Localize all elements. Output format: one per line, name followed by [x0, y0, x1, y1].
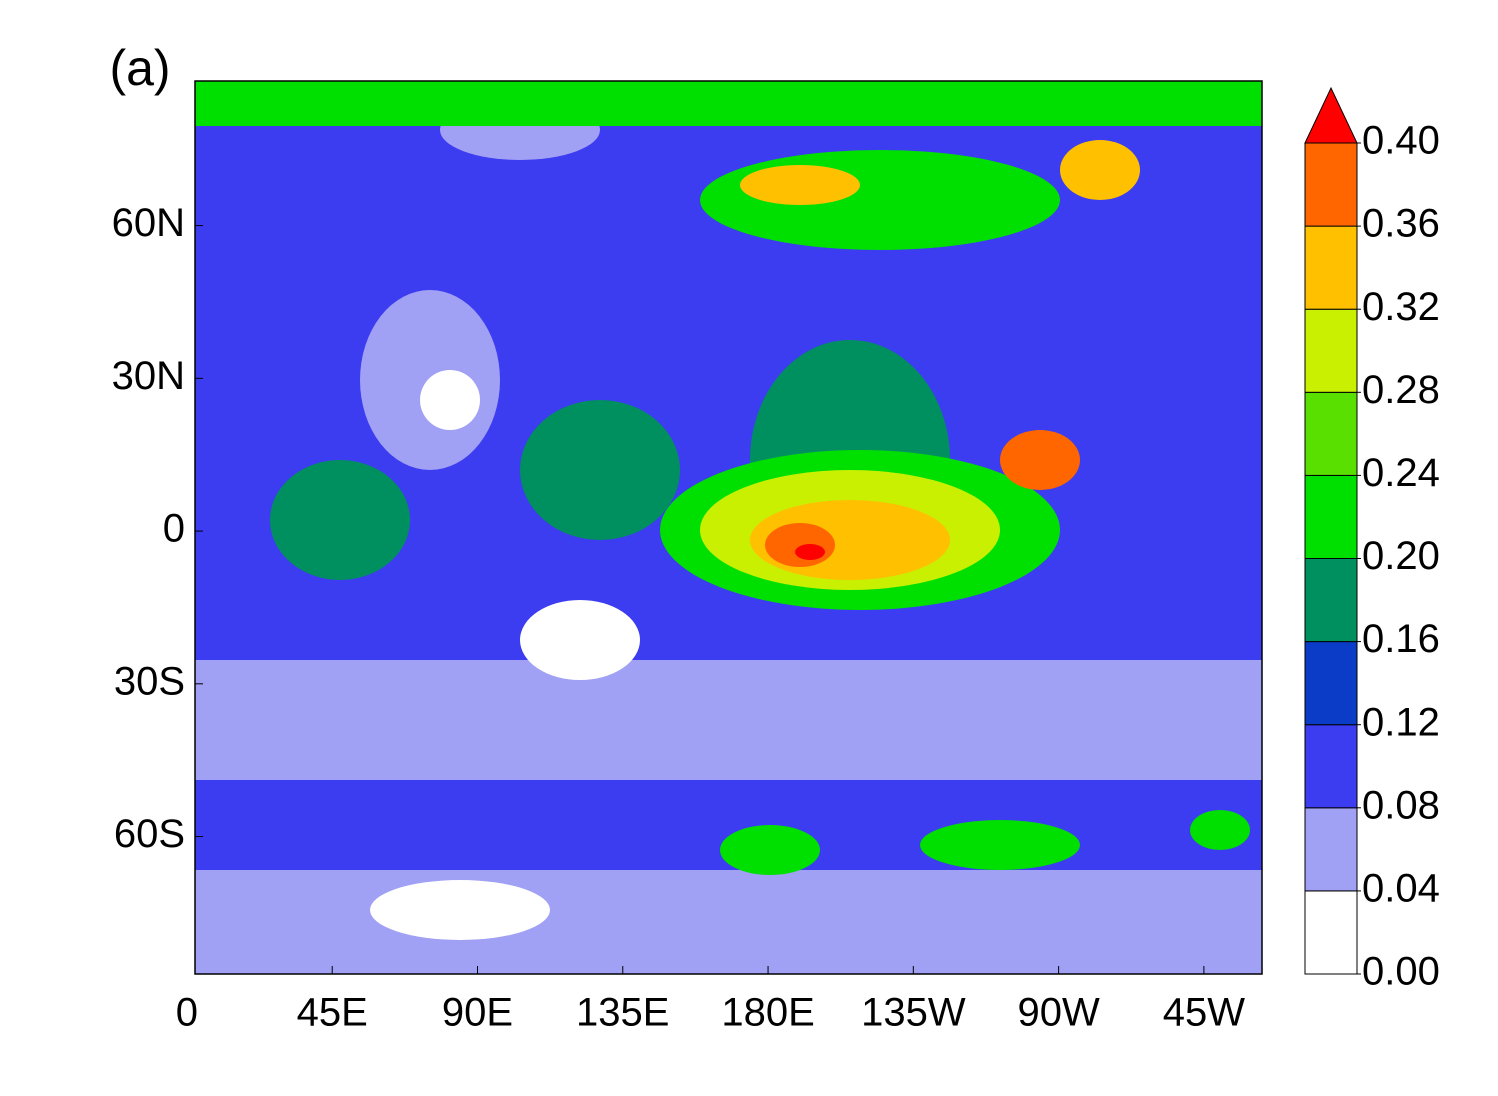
colorbar-tick-label: 0.20 [1362, 534, 1440, 578]
contour-field [195, 81, 1262, 974]
colorbar-tick-label: 0.00 [1362, 950, 1440, 994]
x-tick-label: 135E [576, 991, 669, 1035]
y-tick-label: 60S [114, 812, 185, 856]
x-tick-label: 90W [1017, 991, 1099, 1035]
colorbar-tick-label: 0.32 [1362, 285, 1440, 329]
colorbar-segment [1304, 724, 1358, 809]
x-tick-label: 90E [442, 991, 513, 1035]
colorbar-segment [1304, 474, 1358, 559]
colorbar-segment [1304, 308, 1358, 393]
colorbar-tick-label: 0.08 [1362, 783, 1440, 827]
colorbar-segment [1304, 142, 1358, 227]
colorbar-segment [1304, 558, 1358, 643]
colorbar-tick-label: 0.16 [1362, 617, 1440, 661]
colorbar-tick-label: 0.24 [1362, 451, 1440, 495]
x-tick-label: 0 [176, 991, 198, 1035]
colorbar-tick-label: 0.12 [1362, 700, 1440, 744]
x-tick-label: 45W [1163, 991, 1245, 1035]
colorbar-tick-label: 0.36 [1362, 202, 1440, 246]
x-tick-label: 180E [721, 991, 814, 1035]
y-tick-label: 30N [112, 354, 185, 398]
plot-frame [194, 80, 1263, 975]
x-tick-label: 45E [297, 991, 368, 1035]
colorbar-extension [1304, 86, 1358, 144]
y-tick-label: 60N [112, 201, 185, 245]
colorbar-segment [1304, 391, 1358, 476]
colorbar-segment [1304, 890, 1358, 975]
colorbar-segment [1304, 807, 1358, 892]
y-tick-label: 0 [163, 507, 185, 551]
colorbar-segment [1304, 641, 1358, 726]
colorbar-tick-label: 0.40 [1362, 119, 1440, 163]
y-tick-label: 30S [114, 659, 185, 703]
x-tick-label: 135W [861, 991, 966, 1035]
colorbar-tick-label: 0.04 [1362, 866, 1440, 910]
colorbar-segment [1304, 225, 1358, 310]
panel-label: (a) [109, 40, 170, 96]
colorbar-tick-label: 0.28 [1362, 368, 1440, 412]
